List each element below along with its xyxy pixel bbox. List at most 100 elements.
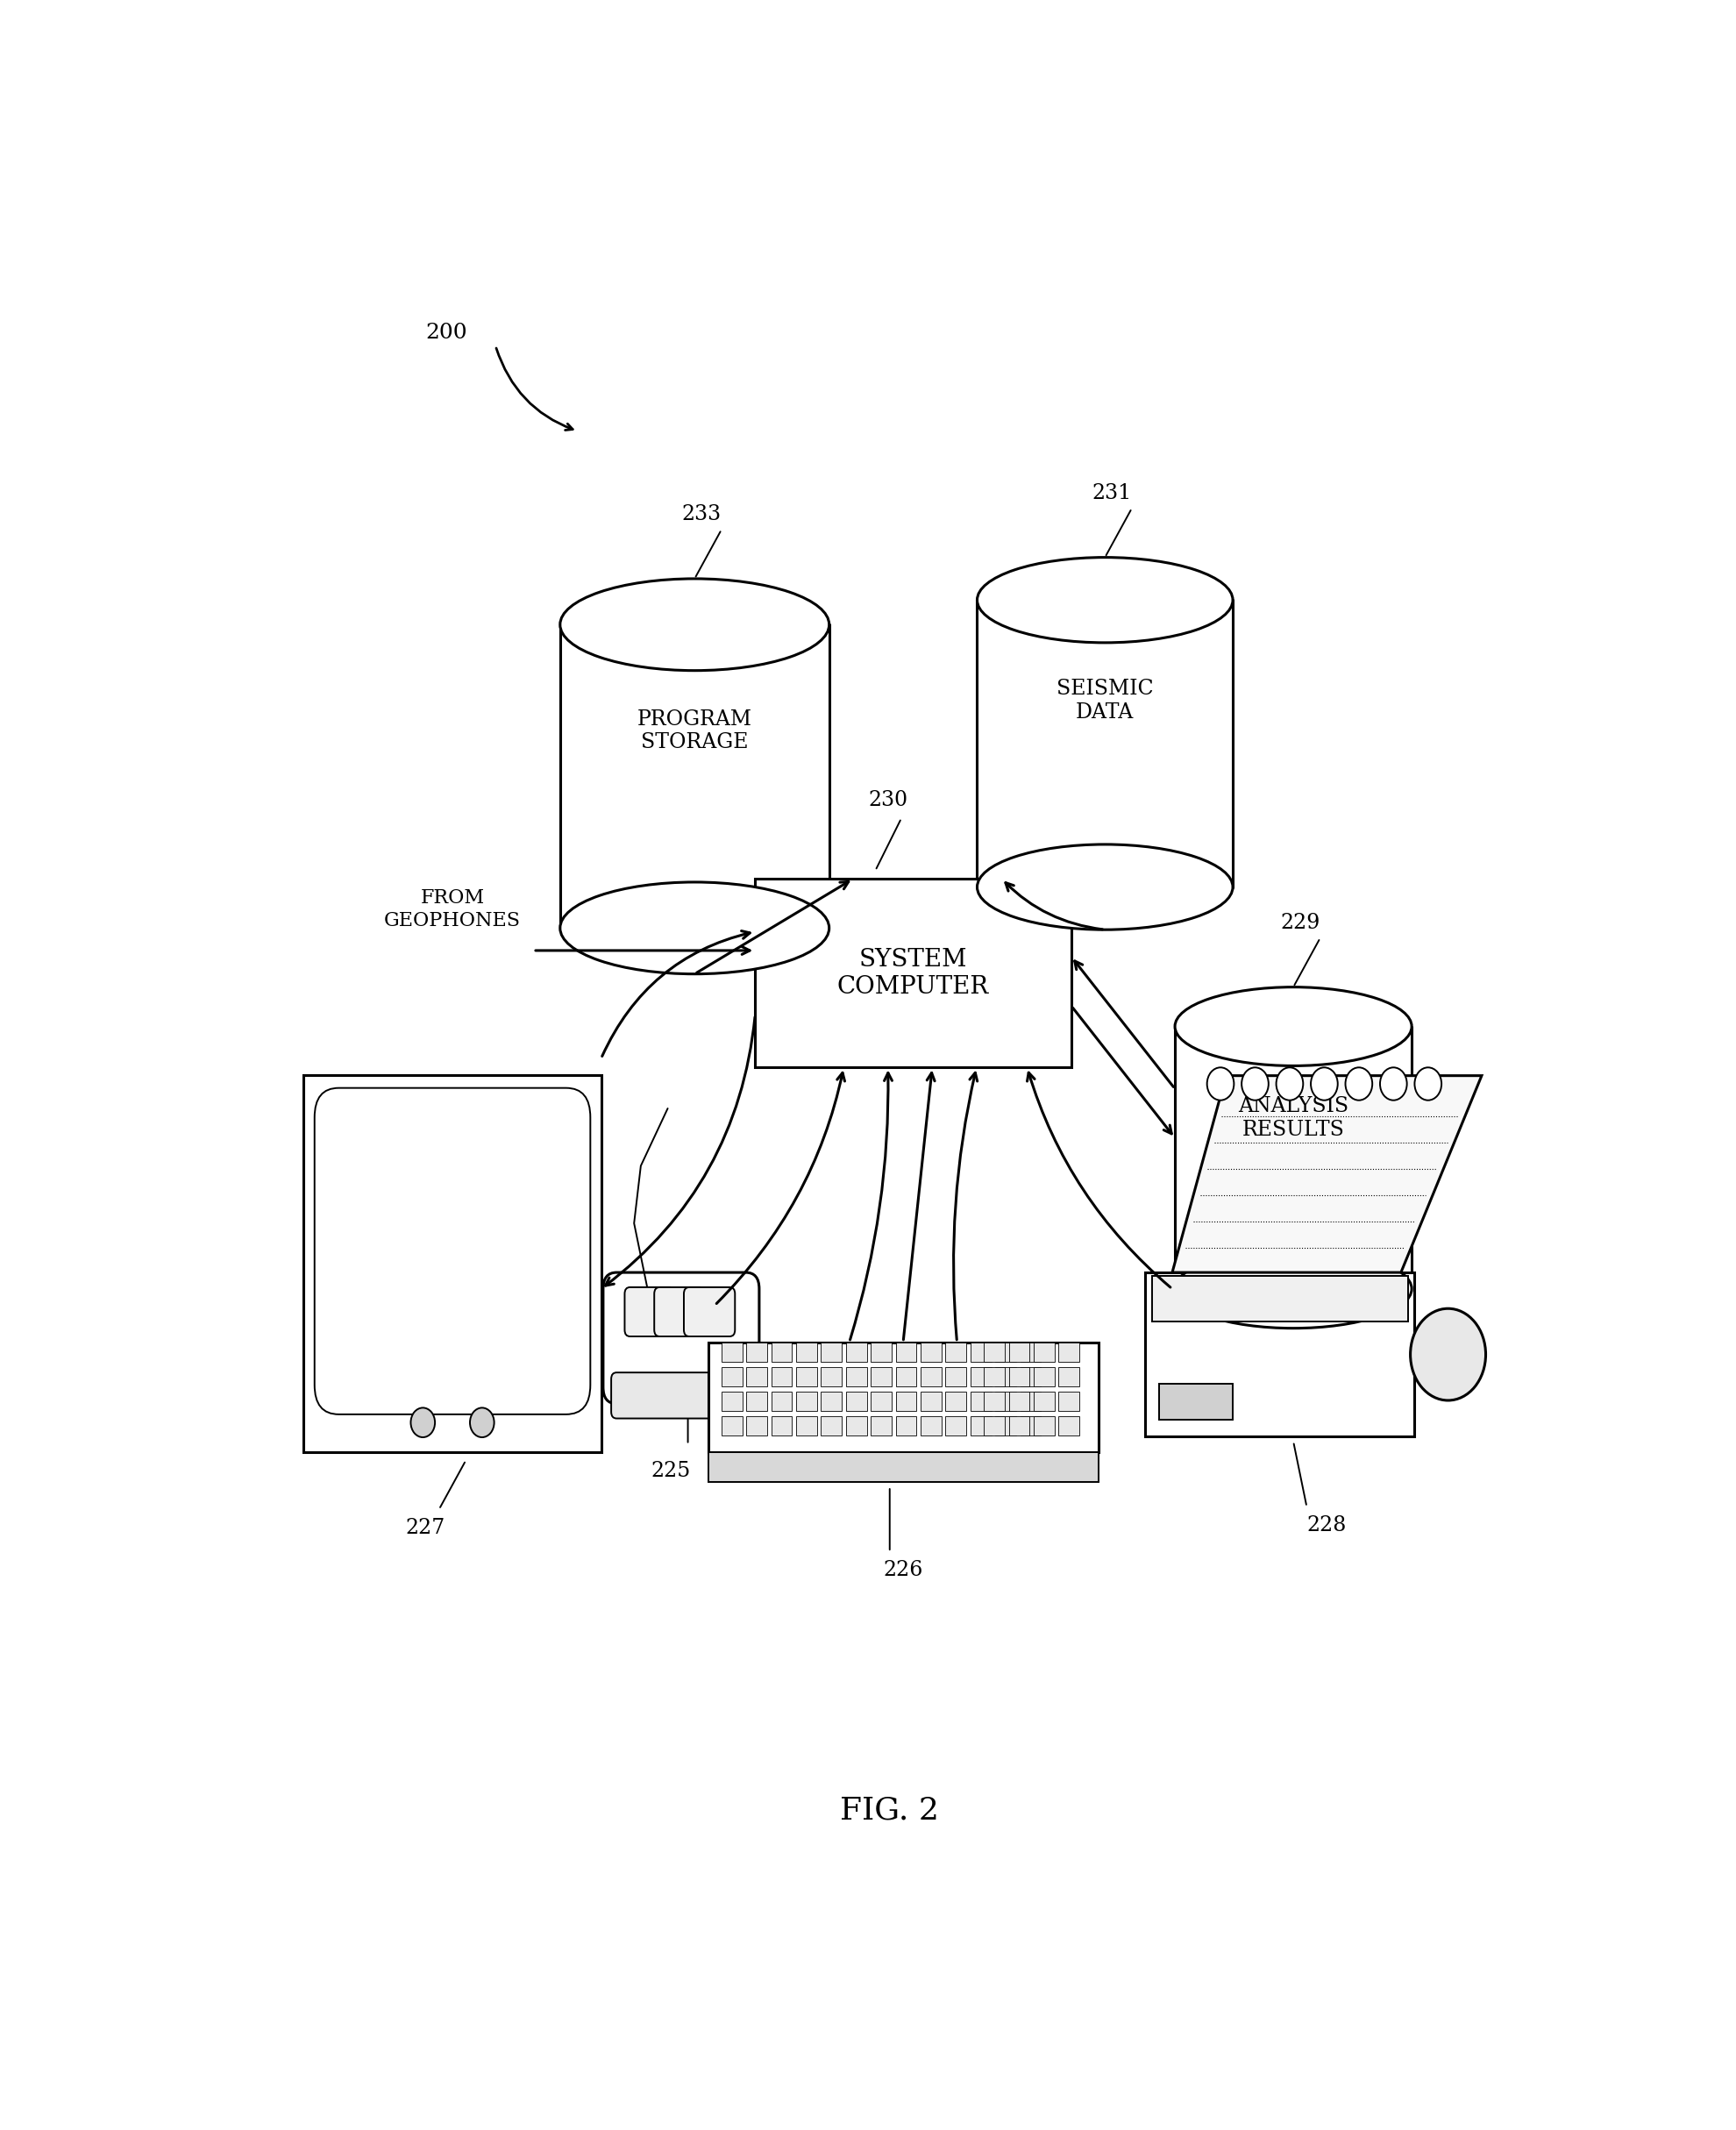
Bar bbox=[1021, 1367, 1042, 1387]
Bar bbox=[722, 1416, 743, 1436]
Bar bbox=[1033, 1391, 1054, 1410]
Bar bbox=[1059, 1342, 1080, 1361]
Circle shape bbox=[1311, 1067, 1338, 1101]
Bar bbox=[871, 1391, 892, 1410]
Bar bbox=[1059, 1391, 1080, 1410]
Circle shape bbox=[470, 1408, 495, 1438]
Bar bbox=[970, 1391, 991, 1410]
Bar bbox=[984, 1367, 1005, 1387]
Text: ANALYSIS
RESULTS: ANALYSIS RESULTS bbox=[1238, 1097, 1349, 1140]
Text: SEISMIC
DATA: SEISMIC DATA bbox=[1057, 679, 1153, 722]
Bar bbox=[970, 1416, 991, 1436]
Bar bbox=[1059, 1367, 1080, 1387]
Bar bbox=[1009, 1416, 1029, 1436]
Bar bbox=[995, 1342, 1016, 1361]
Ellipse shape bbox=[561, 579, 830, 671]
Bar bbox=[746, 1416, 767, 1436]
FancyBboxPatch shape bbox=[314, 1088, 590, 1414]
Bar bbox=[722, 1342, 743, 1361]
Bar bbox=[1033, 1367, 1054, 1387]
Bar bbox=[797, 1342, 818, 1361]
Bar bbox=[1021, 1391, 1042, 1410]
Bar bbox=[871, 1367, 892, 1387]
Bar bbox=[771, 1342, 792, 1361]
Bar bbox=[797, 1367, 818, 1387]
Bar bbox=[1160, 1385, 1233, 1421]
Text: 229: 229 bbox=[1279, 914, 1319, 933]
Circle shape bbox=[1207, 1067, 1234, 1101]
Circle shape bbox=[1410, 1308, 1486, 1399]
Bar bbox=[1009, 1391, 1029, 1410]
Bar bbox=[845, 1367, 866, 1387]
FancyBboxPatch shape bbox=[684, 1287, 734, 1336]
Text: PROGRAM
STORAGE: PROGRAM STORAGE bbox=[637, 709, 752, 752]
Bar bbox=[722, 1391, 743, 1410]
Bar bbox=[896, 1342, 917, 1361]
Text: 230: 230 bbox=[868, 790, 908, 809]
Bar bbox=[304, 1076, 601, 1453]
Bar bbox=[946, 1416, 967, 1436]
Bar bbox=[1009, 1342, 1029, 1361]
Bar bbox=[746, 1391, 767, 1410]
Bar bbox=[328, 1103, 576, 1399]
Bar bbox=[920, 1342, 941, 1361]
Bar bbox=[1153, 1276, 1408, 1321]
Bar bbox=[845, 1391, 866, 1410]
Bar bbox=[771, 1416, 792, 1436]
Bar bbox=[821, 1391, 842, 1410]
Bar bbox=[970, 1367, 991, 1387]
Bar bbox=[984, 1416, 1005, 1436]
Bar bbox=[821, 1342, 842, 1361]
Bar bbox=[946, 1391, 967, 1410]
Text: 225: 225 bbox=[651, 1461, 691, 1480]
FancyBboxPatch shape bbox=[625, 1287, 675, 1336]
Ellipse shape bbox=[977, 558, 1233, 643]
Bar bbox=[845, 1342, 866, 1361]
FancyBboxPatch shape bbox=[602, 1272, 759, 1404]
Bar bbox=[871, 1342, 892, 1361]
Circle shape bbox=[1241, 1067, 1269, 1101]
Bar bbox=[771, 1391, 792, 1410]
Bar bbox=[845, 1416, 866, 1436]
Ellipse shape bbox=[1175, 1250, 1411, 1329]
Bar bbox=[561, 624, 830, 929]
Text: 231: 231 bbox=[1092, 484, 1132, 503]
Bar bbox=[995, 1391, 1016, 1410]
Bar bbox=[1033, 1342, 1054, 1361]
Text: FIG. 2: FIG. 2 bbox=[840, 1796, 939, 1825]
Bar bbox=[771, 1367, 792, 1387]
Bar bbox=[1033, 1416, 1054, 1436]
Text: 200: 200 bbox=[425, 322, 467, 343]
Polygon shape bbox=[708, 1453, 1099, 1482]
Bar bbox=[746, 1367, 767, 1387]
Circle shape bbox=[1380, 1067, 1406, 1101]
Bar bbox=[821, 1416, 842, 1436]
Text: 226: 226 bbox=[884, 1561, 924, 1580]
Bar bbox=[722, 1367, 743, 1387]
Bar bbox=[946, 1367, 967, 1387]
Ellipse shape bbox=[977, 843, 1233, 929]
Bar bbox=[970, 1342, 991, 1361]
Bar bbox=[746, 1342, 767, 1361]
Bar bbox=[1175, 1027, 1411, 1289]
Bar bbox=[1021, 1416, 1042, 1436]
Circle shape bbox=[411, 1408, 436, 1438]
Bar bbox=[946, 1342, 967, 1361]
Bar bbox=[1059, 1416, 1080, 1436]
Bar bbox=[920, 1416, 941, 1436]
Bar bbox=[984, 1391, 1005, 1410]
Polygon shape bbox=[1172, 1076, 1483, 1272]
Bar bbox=[821, 1367, 842, 1387]
Bar bbox=[995, 1367, 1016, 1387]
FancyBboxPatch shape bbox=[611, 1372, 752, 1419]
Bar bbox=[797, 1391, 818, 1410]
Ellipse shape bbox=[561, 882, 830, 973]
FancyBboxPatch shape bbox=[654, 1287, 705, 1336]
Text: 233: 233 bbox=[682, 505, 720, 524]
Bar bbox=[755, 880, 1071, 1067]
Text: 227: 227 bbox=[406, 1519, 446, 1538]
Circle shape bbox=[1276, 1067, 1304, 1101]
Bar bbox=[1021, 1342, 1042, 1361]
Bar bbox=[896, 1391, 917, 1410]
Bar bbox=[977, 601, 1233, 886]
